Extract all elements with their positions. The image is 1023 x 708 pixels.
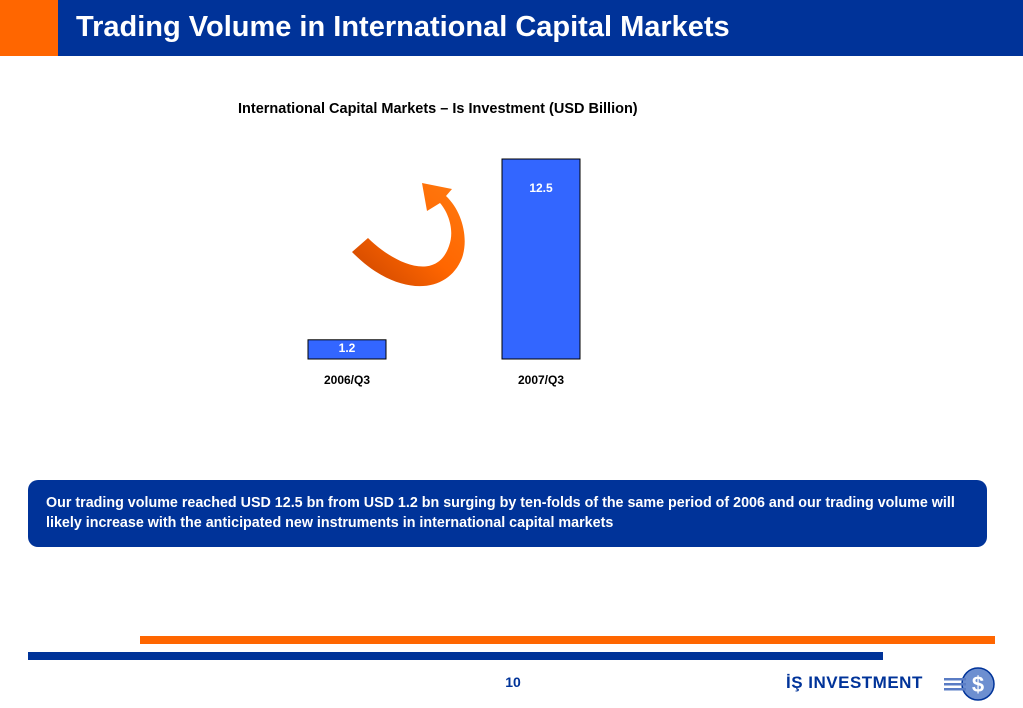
footer-rule-blue — [28, 652, 883, 660]
summary-note-text: Our trading volume reached USD 12.5 bn f… — [46, 495, 955, 531]
page-number: 10 — [505, 674, 521, 690]
bar-2007/Q3 — [501, 158, 581, 360]
footer-rule-orange — [140, 636, 995, 644]
x-tick-label-2007/Q3: 2007/Q3 — [518, 373, 564, 387]
page-title: Trading Volume in International Capital … — [76, 11, 730, 43]
data-label-2006/Q3: 1.2 — [339, 341, 356, 355]
dollar-globe-icon: $ — [944, 667, 995, 701]
logo-text: İŞ INVESTMENT — [786, 673, 923, 692]
company-logo: İŞ INVESTMENT $ — [786, 666, 1000, 702]
x-tick-label-2006/Q3: 2006/Q3 — [324, 373, 370, 387]
chart-title: International Capital Markets – Is Inves… — [238, 101, 638, 117]
header-bar: Trading Volume in International Capital … — [0, 0, 1023, 56]
header-accent-block — [0, 0, 58, 56]
bar-2006/Q3 — [307, 339, 387, 360]
growth-arrow-icon — [352, 183, 465, 287]
summary-note: Our trading volume reached USD 12.5 bn f… — [28, 480, 987, 547]
data-label-2007/Q3: 12.5 — [529, 181, 553, 195]
bar-chart: 1.2 12.5 2006/Q3 2007/Q3 — [307, 158, 581, 387]
svg-text:$: $ — [972, 672, 984, 697]
